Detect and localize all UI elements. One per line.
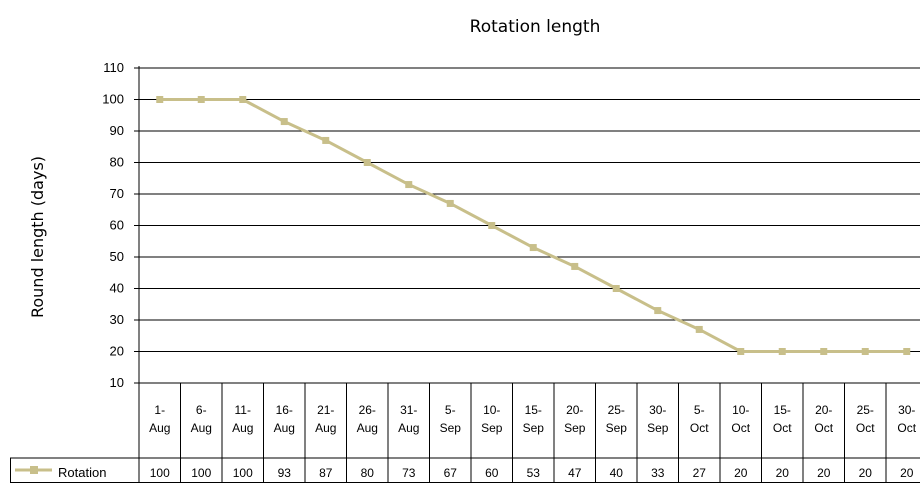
data-point (820, 348, 828, 355)
data-point (446, 199, 454, 207)
x-tick-label-day: 5- (694, 403, 705, 417)
x-tick-label-month: Sep (523, 421, 545, 435)
data-point (322, 136, 330, 144)
data-table-value: 100 (150, 466, 170, 480)
data-point (197, 96, 205, 103)
y-tick-label-30: 30 (110, 312, 124, 327)
x-tick-label-month: Sep (481, 421, 503, 435)
x-tick-label-month: Aug (149, 421, 170, 435)
data-table-value: 80 (361, 466, 375, 480)
x-tick-label-month: Sep (647, 421, 669, 435)
y-tick-label-90: 90 (110, 123, 124, 138)
data-point (571, 262, 579, 270)
y-tick-label-10: 10 (110, 375, 124, 390)
x-tick-label-month: Oct (773, 421, 792, 435)
data-table-value: 53 (527, 466, 541, 480)
x-tick-label-month: Sep (606, 421, 628, 435)
legend-label-rotation: Rotation (58, 465, 106, 480)
x-tick-label-day: 26- (359, 403, 376, 417)
x-tick-label-day: 15- (774, 403, 791, 417)
x-tick-label-month: Oct (897, 421, 916, 435)
x-tick-label-month: Oct (731, 421, 750, 435)
y-tick-label-70: 70 (110, 186, 124, 201)
data-table-value: 67 (444, 466, 458, 480)
y-tick-label-110: 110 (103, 60, 124, 75)
data-point (239, 96, 247, 103)
data-point (488, 222, 496, 229)
x-tick-label-month: Oct (856, 421, 875, 435)
x-tick-label-day: 30- (649, 403, 666, 417)
x-tick-label-month: Aug (191, 421, 212, 435)
y-axis-ticks: 10 20 30 40 50 60 70 80 90 100 110 (102, 60, 139, 390)
data-table-value: 33 (651, 466, 665, 480)
x-tick-label-month: Aug (232, 421, 253, 435)
data-point (654, 307, 662, 315)
data-point (612, 285, 620, 292)
x-tick-label-day: 20- (566, 403, 583, 417)
data-table-value: 20 (859, 466, 873, 480)
data-table-value: 73 (402, 466, 416, 480)
data-point (405, 181, 413, 189)
x-tick-label-day: 20- (815, 403, 832, 417)
y-tick-label-40: 40 (110, 281, 124, 296)
x-tick-label-month: Oct (690, 421, 709, 435)
y-tick-label-60: 60 (110, 218, 124, 233)
y-tick-label-100: 100 (102, 92, 124, 107)
x-tick-label-month: Aug (357, 421, 378, 435)
data-point (529, 244, 537, 252)
gridlines (138, 66, 920, 384)
x-tick-label-day: 25- (857, 403, 874, 417)
data-table-value: 20 (776, 466, 790, 480)
x-tick-label-day: 31- (400, 403, 417, 417)
x-tick-label-day: 30- (898, 403, 915, 417)
data-table-value: 100 (191, 466, 211, 480)
data-table-value: 27 (693, 466, 707, 480)
x-tick-label-day: 25- (608, 403, 625, 417)
chart-title: Rotation length (470, 17, 601, 37)
legend-marker-swatch (30, 466, 38, 474)
y-tick-label-50: 50 (110, 249, 124, 264)
x-tick-label-day: 15- (525, 403, 542, 417)
y-tick-label-20: 20 (110, 344, 124, 359)
data-point (695, 325, 703, 333)
data-point (903, 348, 911, 355)
data-table-value: 20 (817, 466, 831, 480)
x-tick-label-day: 5- (445, 403, 456, 417)
legend: Rotation (15, 465, 106, 480)
x-tick-label-day: 1- (154, 403, 165, 417)
data-table-value: 40 (610, 466, 624, 480)
x-tick-label-day: 6- (196, 403, 207, 417)
data-table-value: 93 (278, 466, 292, 480)
x-tick-label-month: Aug (274, 421, 295, 435)
x-tick-label-month: Sep (440, 421, 462, 435)
x-tick-label-month: Oct (814, 421, 833, 435)
data-point (861, 348, 869, 355)
y-tick-label-80: 80 (110, 155, 124, 170)
data-point (363, 159, 371, 166)
x-tick-label-day: 10- (483, 403, 500, 417)
data-point (778, 348, 786, 355)
data-point (737, 348, 745, 355)
data-table: 1- Aug 100 6- Aug 100 11- Aug 100 16- Aug 93 21- Aug 8… (10, 383, 920, 483)
x-tick-label-day: 11- (235, 403, 251, 417)
x-tick-label-month: Aug (315, 421, 336, 435)
x-tick-label-month: Aug (398, 421, 419, 435)
data-table-value: 60 (485, 466, 499, 480)
data-table-value: 20 (734, 466, 748, 480)
y-axis-label: Round length (days) (28, 156, 47, 318)
x-tick-label-day: 21- (317, 403, 334, 417)
series-rotation (156, 96, 911, 355)
data-table-value: 47 (568, 466, 582, 480)
data-table-value: 100 (233, 466, 253, 480)
data-table-value: 87 (319, 466, 333, 480)
x-tick-label-month: Sep (564, 421, 586, 435)
data-point (156, 96, 164, 103)
x-tick-label-day: 16- (276, 403, 293, 417)
x-tick-label-day: 10- (732, 403, 749, 417)
data-table-value: 20 (900, 466, 914, 480)
data-point (280, 118, 288, 126)
